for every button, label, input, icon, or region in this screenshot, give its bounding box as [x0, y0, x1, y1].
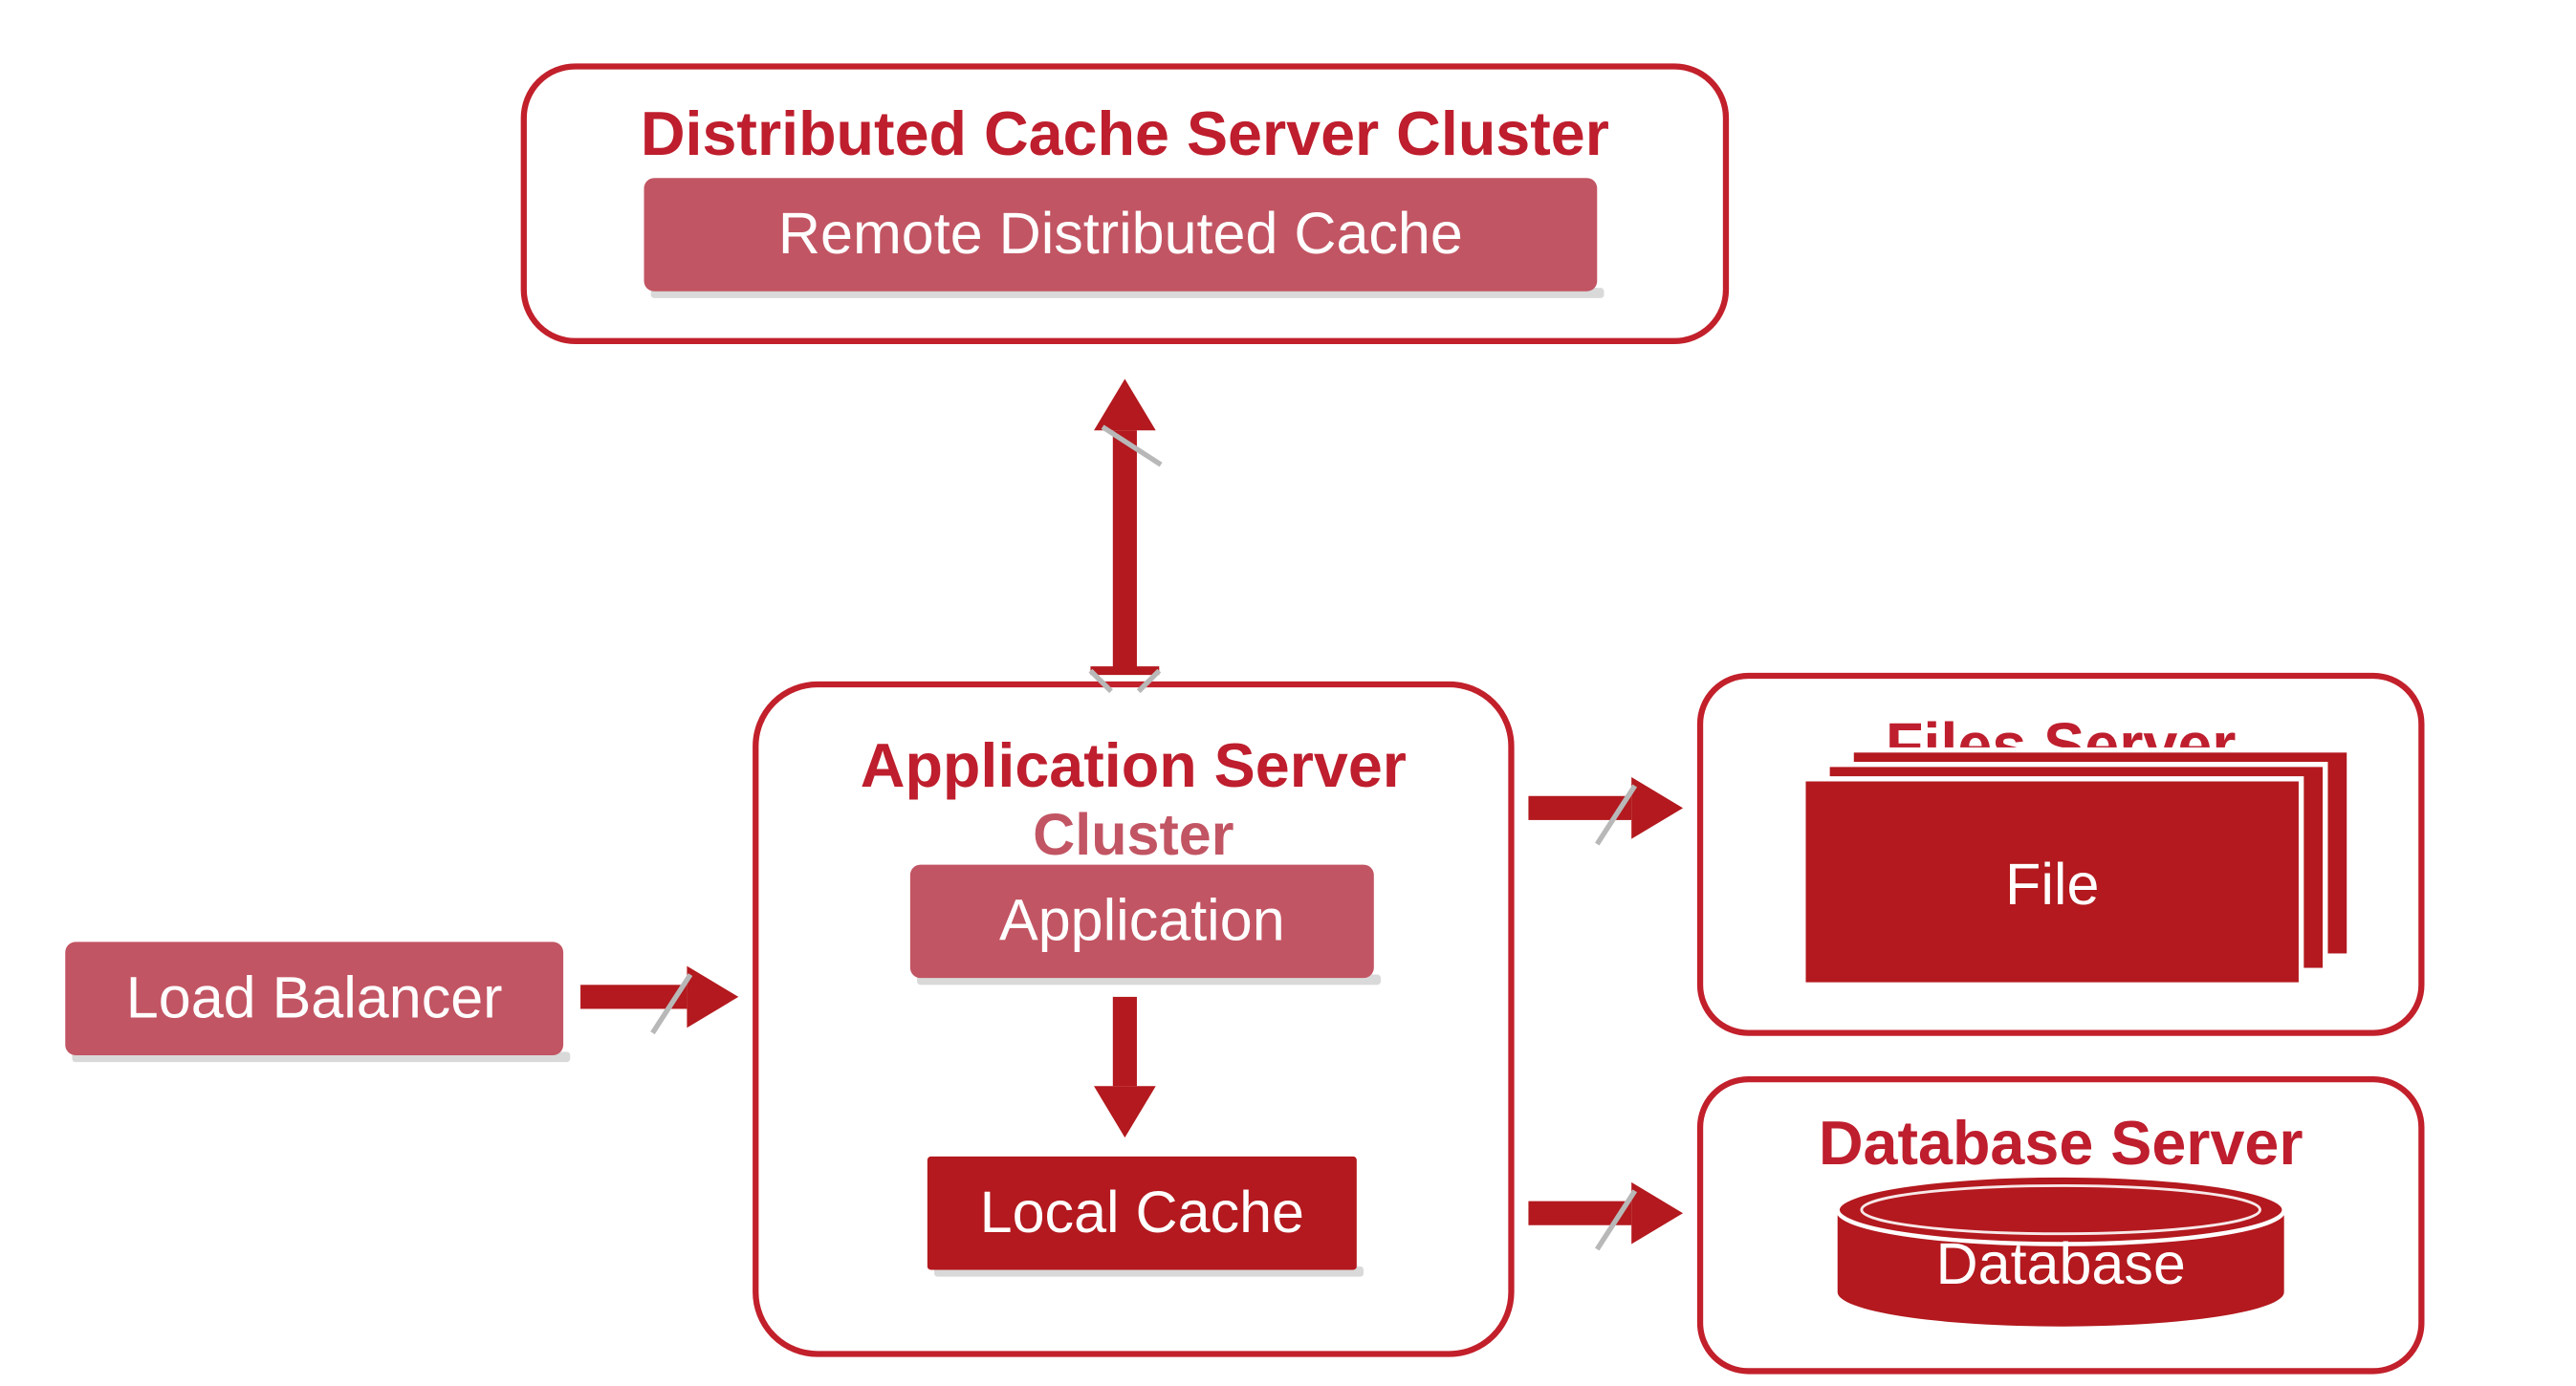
- files-server: Files ServerFile: [1700, 676, 2421, 1033]
- database-server: Database Server Database: [1700, 1079, 2421, 1371]
- distributed-cache-cluster-title: Distributed Cache Server Cluster: [641, 98, 1609, 168]
- remote-distributed-cache-box-label: Remote Distributed Cache: [778, 201, 1463, 266]
- loadbalancer-to-app: [580, 966, 738, 1033]
- database-server-title: Database Server: [1819, 1108, 2303, 1178]
- application-box: Application: [910, 865, 1381, 985]
- application-server-cluster-title-1: Application Server: [861, 730, 1407, 800]
- application-box-label: Application: [999, 888, 1285, 953]
- load-balancer-box-label: Load Balancer: [126, 964, 503, 1029]
- app-to-database: [1528, 1182, 1683, 1249]
- application-to-localcache: [1094, 997, 1156, 1137]
- database-cylinder-label: Database: [1936, 1231, 2186, 1296]
- app-to-files: [1528, 777, 1683, 844]
- file-stack-icon: File: [1803, 750, 2349, 985]
- remote-distributed-cache-box: Remote Distributed Cache: [644, 178, 1605, 298]
- database-cylinder-icon: Database: [1838, 1176, 2284, 1327]
- local-cache-box-label: Local Cache: [980, 1180, 1304, 1245]
- app-to-cluster: [1090, 379, 1161, 691]
- application-server-cluster-title-2: Cluster: [1033, 802, 1233, 867]
- load-balancer-box: Load Balancer: [65, 942, 570, 1062]
- file-stack-label: File: [2005, 852, 2099, 917]
- local-cache-box: Local Cache: [928, 1157, 1364, 1277]
